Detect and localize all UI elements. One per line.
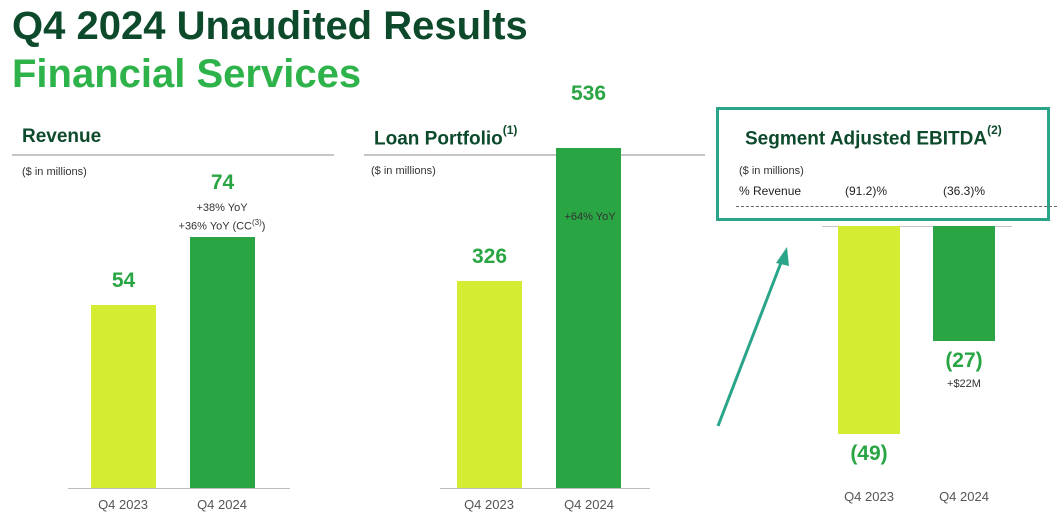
revenue-panel-header: Revenue bbox=[12, 124, 334, 156]
loan-baseline bbox=[440, 488, 650, 489]
revenue-units: ($ in millions) bbox=[22, 166, 87, 178]
loan-units: ($ in millions) bbox=[371, 165, 436, 177]
revenue-title: Revenue bbox=[22, 126, 102, 147]
ebitda-pct-revenue-label: % Revenue bbox=[739, 184, 802, 198]
ebitda-title-text: Segment Adjusted EBITDA bbox=[745, 128, 988, 150]
ebitda-value-q4-2024: (27) bbox=[945, 348, 983, 372]
loan-title-text: Loan Portfolio bbox=[374, 128, 503, 150]
revenue-cc-note: +36% YoY (CC(3)) bbox=[162, 218, 282, 233]
loan-bar-q4-2023 bbox=[457, 281, 522, 488]
loan-xlabel-q4-2024: Q4 2024 bbox=[564, 497, 614, 512]
revenue-baseline bbox=[68, 488, 290, 489]
loan-bar-q4-2024 bbox=[556, 147, 621, 488]
ebitda-units: ($ in millions) bbox=[739, 165, 804, 177]
callout-arrow-line bbox=[716, 259, 784, 427]
loan-xlabel-q4-2023: Q4 2023 bbox=[464, 497, 514, 512]
ebitda-panel-header: Segment Adjusted EBITDA(2) bbox=[729, 122, 1039, 152]
revenue-cc-text: +36% YoY (CC bbox=[178, 220, 253, 233]
ebitda-title-footnote: (2) bbox=[987, 123, 1002, 137]
ebitda-dashed-divider bbox=[736, 206, 1057, 207]
ebitda-bar-q4-2024 bbox=[933, 226, 995, 341]
ebitda-bar-q4-2023 bbox=[838, 226, 900, 434]
ebitda-value-q4-2023: (49) bbox=[850, 442, 888, 465]
revenue-value-q4-2023: 54 bbox=[111, 269, 136, 292]
loan-value-q4-2024: 536 bbox=[570, 81, 607, 105]
callout-arrow-head bbox=[776, 247, 789, 266]
loan-yoy-note: +64% YoY bbox=[564, 211, 616, 223]
loan-title-footnote: (1) bbox=[502, 123, 518, 137]
ebitda-pct-revenue-q4-2023: (91.2)% bbox=[845, 184, 888, 198]
loan-panel-header: Loan Portfolio(1) bbox=[364, 123, 705, 156]
revenue-bar-q4-2023 bbox=[91, 305, 156, 488]
ebitda-change-note: +$22M bbox=[947, 378, 981, 390]
revenue-value-q4-2024: 74 bbox=[210, 171, 235, 195]
revenue-cc-close: ) bbox=[261, 220, 266, 233]
loan-title: Loan Portfolio(1) bbox=[374, 123, 518, 150]
page-title: Q4 2024 Unaudited Results bbox=[12, 4, 528, 48]
revenue-cc-footnote: (3) bbox=[252, 218, 262, 227]
ebitda-pct-revenue-q4-2024: (36.3)% bbox=[943, 184, 986, 198]
revenue-xlabel-q4-2023: Q4 2023 bbox=[98, 497, 148, 512]
ebitda-xlabel-q4-2023: Q4 2023 bbox=[844, 489, 894, 504]
ebitda-title: Segment Adjusted EBITDA(2) bbox=[745, 123, 1002, 150]
ebitda-callout-box: Segment Adjusted EBITDA(2) ($ in million… bbox=[716, 107, 1050, 221]
loan-value-q4-2023: 326 bbox=[471, 245, 508, 268]
ebitda-xlabel-q4-2024: Q4 2024 bbox=[939, 489, 989, 504]
revenue-xlabel-q4-2024: Q4 2024 bbox=[197, 497, 247, 512]
revenue-yoy-note: +38% YoY bbox=[196, 202, 248, 214]
revenue-bar-q4-2024 bbox=[190, 237, 255, 488]
page-subtitle: Financial Services bbox=[12, 52, 362, 96]
ebitda-zero-line bbox=[822, 226, 1012, 227]
